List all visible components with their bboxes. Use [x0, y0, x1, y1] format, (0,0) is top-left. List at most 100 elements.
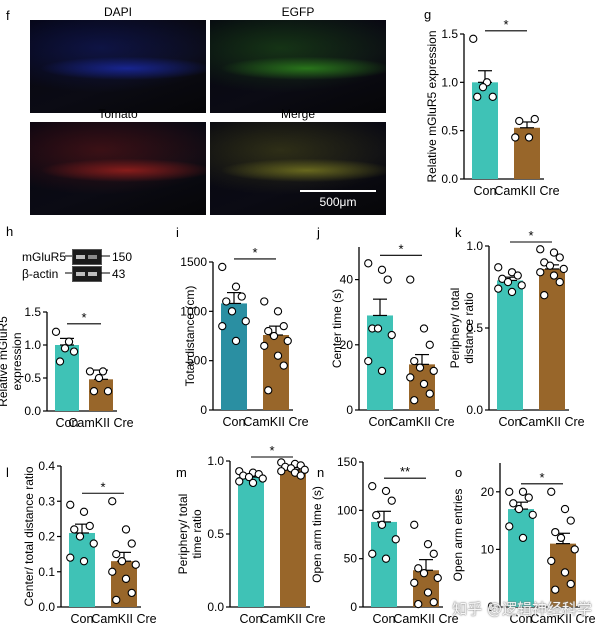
data-point	[494, 284, 503, 293]
data-point	[260, 341, 269, 351]
data-point	[237, 292, 246, 301]
data-point	[75, 532, 85, 541]
data-point	[560, 568, 570, 577]
y-axis-label: Periphery/ totaltime ratio	[176, 494, 204, 575]
y-tick-label: 0.5	[466, 321, 483, 335]
micrograph-merge	[210, 122, 386, 215]
data-point	[423, 540, 433, 549]
significance-label: *	[269, 443, 274, 458]
blot-kda-43: 43	[112, 267, 126, 281]
data-point	[566, 579, 575, 589]
micrograph-egfp	[210, 20, 386, 113]
data-point	[513, 271, 522, 280]
data-point	[264, 326, 273, 336]
data-point	[258, 474, 267, 483]
data-point	[391, 535, 400, 544]
y-tick-label: 0.5	[207, 527, 224, 541]
data-point	[279, 361, 288, 370]
y-axis-label: Relative mGluR5 expression	[425, 30, 439, 182]
data-point	[94, 373, 104, 383]
data-point	[429, 549, 438, 558]
data-point	[549, 248, 559, 257]
watermark: 知乎 @逻辑神经科学	[452, 600, 592, 618]
bar-con	[497, 280, 523, 410]
data-point	[536, 268, 545, 277]
data-point	[559, 264, 568, 274]
y-tick-label: 0	[200, 403, 207, 417]
data-point	[227, 307, 237, 316]
y-tick-label: 500	[187, 354, 207, 368]
data-point	[235, 477, 244, 486]
data-point	[387, 330, 396, 340]
y-axis-label: Relative mGluR5expression	[0, 316, 24, 407]
data-point	[540, 291, 549, 300]
data-point	[383, 275, 392, 284]
chart-k: k 0.0 0.5 1.0 Periphery/ totaldistance ratio…	[448, 225, 585, 429]
blot-label-actin: β-actin	[22, 267, 59, 281]
bar-cre	[89, 379, 113, 411]
y-axis-label: Center time (s)	[330, 289, 344, 368]
data-point	[377, 520, 387, 529]
data-point	[98, 367, 108, 376]
data-point	[518, 533, 528, 543]
data-point	[60, 344, 70, 353]
data-point	[469, 34, 478, 43]
data-point	[560, 504, 570, 514]
data-point	[524, 493, 533, 502]
data-point	[377, 366, 387, 376]
data-point	[55, 357, 65, 366]
micrograph-dapi	[30, 20, 206, 113]
data-point	[528, 510, 537, 519]
data-point	[218, 321, 227, 331]
data-point	[85, 521, 94, 531]
data-point	[244, 472, 254, 482]
y-tick-label: 1.5	[24, 305, 41, 319]
image-label-merge: Merge	[280, 107, 315, 121]
bar-cre	[539, 268, 565, 410]
data-point	[517, 281, 526, 290]
y-axis-label: Open arm entries	[451, 489, 465, 582]
data-point	[368, 549, 377, 558]
data-point	[556, 533, 566, 543]
data-point	[419, 379, 429, 389]
data-point	[555, 277, 564, 287]
data-point	[108, 567, 117, 576]
data-point	[64, 337, 74, 346]
data-point	[85, 367, 95, 376]
y-tick-label: 20	[340, 338, 354, 352]
data-point	[524, 133, 534, 142]
data-point	[515, 116, 524, 126]
significance-label: *	[81, 310, 86, 325]
data-point	[429, 598, 438, 607]
bar-con	[55, 345, 79, 411]
data-point	[406, 373, 415, 382]
data-point	[518, 487, 528, 496]
data-point	[429, 366, 438, 376]
data-point	[70, 525, 79, 534]
data-point	[414, 564, 423, 573]
data-point	[364, 356, 373, 366]
micrograph-tomato	[30, 122, 206, 215]
data-point	[121, 525, 131, 534]
y-tick-label: 0.2	[38, 530, 55, 544]
category-label: CamKII Cre	[91, 612, 156, 626]
data-point	[241, 317, 250, 326]
data-point	[547, 487, 556, 496]
category-label: CamKII Cre	[389, 415, 454, 429]
data-point	[51, 327, 61, 336]
data-point	[488, 92, 497, 101]
image-label-egfp: EGFP	[281, 5, 315, 19]
data-point	[264, 386, 273, 395]
data-point	[121, 574, 131, 583]
panel-letter-i: i	[176, 225, 179, 240]
data-point	[112, 549, 121, 559]
y-axis-label: Open arm time (s)	[310, 486, 324, 583]
y-tick-label: 1500	[180, 255, 207, 269]
data-point	[414, 599, 423, 609]
data-point	[381, 554, 391, 563]
data-point	[222, 297, 231, 306]
y-tick-label: 1.0	[24, 338, 41, 352]
